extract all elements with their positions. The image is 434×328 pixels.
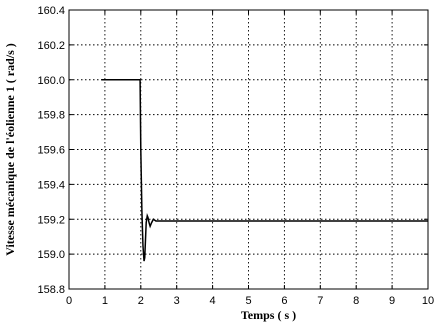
y-tick-label: 159.6 bbox=[37, 145, 65, 157]
x-tick-label: 9 bbox=[389, 295, 395, 307]
x-tick-label: 10 bbox=[422, 295, 434, 307]
y-tick-label: 160.0 bbox=[37, 75, 65, 87]
x-tick-label: 8 bbox=[353, 295, 359, 307]
y-tick-label: 160.2 bbox=[37, 40, 65, 52]
tick-layer: 0 1 2 3 4 5 6 7 8 9 10 158.8 159.0 159.2 159.4 159.6 159… bbox=[37, 5, 434, 307]
y-tick-label: 159.4 bbox=[37, 179, 65, 191]
y-axis-label: Vitesse mécanique de l'éolienne 1 ( rad/… bbox=[3, 43, 17, 256]
y-tick-label: 160.4 bbox=[37, 5, 65, 17]
x-tick-label: 5 bbox=[245, 295, 251, 307]
x-tick-label: 7 bbox=[317, 295, 323, 307]
x-tick-label: 6 bbox=[281, 295, 287, 307]
series-layer bbox=[101, 79, 428, 262]
y-tick-label: 158.8 bbox=[37, 284, 65, 296]
grid-layer bbox=[69, 10, 428, 289]
x-tick-label: 2 bbox=[138, 295, 144, 307]
x-tick-label: 3 bbox=[174, 295, 180, 307]
y-tick-label: 159.0 bbox=[37, 249, 65, 261]
x-tick-label: 0 bbox=[66, 295, 72, 307]
series-line bbox=[101, 79, 428, 262]
x-tick-label: 4 bbox=[210, 295, 216, 307]
y-tick-label: 159.8 bbox=[37, 110, 65, 122]
x-axis-label: Temps ( s ) bbox=[241, 308, 296, 322]
x-tick-label: 1 bbox=[102, 295, 108, 307]
y-tick-label: 159.2 bbox=[37, 214, 65, 226]
